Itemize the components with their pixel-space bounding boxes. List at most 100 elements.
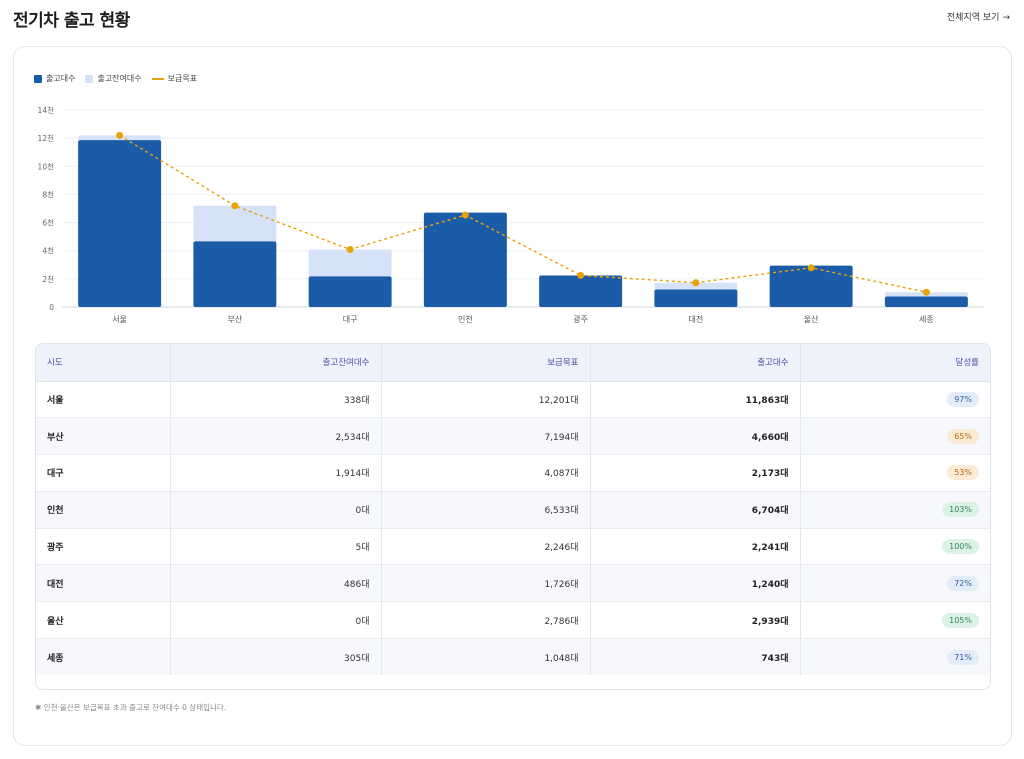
cell-target: 6,533대	[381, 491, 591, 529]
y-tick-label: 6천	[42, 218, 54, 228]
cell-remaining: 486대	[170, 564, 382, 603]
cell-shipped: 2,939대	[590, 601, 801, 640]
cell-shipped: 743대	[590, 638, 801, 676]
cell-rate: 100%	[800, 528, 990, 566]
region-table-container: 시도 출고잔여대수 보급목표 출고대수 달성률 서울 338대 12,201대 11,…	[35, 343, 991, 690]
y-tick-label: 0	[49, 303, 54, 312]
table-row[interactable]: 부산 2,534대 7,194대 4,660대 65%	[36, 417, 990, 456]
cell-rate: 71%	[800, 639, 990, 676]
bar-shipped	[78, 140, 162, 307]
y-tick-label: 12천	[38, 133, 55, 143]
legend-label-shipped: 출고대수	[46, 74, 76, 83]
target-point	[692, 279, 700, 287]
page-title: 전기차 출고 현황	[13, 11, 130, 31]
column-header-rate[interactable]: 달성률	[800, 344, 990, 382]
target-point	[116, 131, 124, 139]
y-tick-label: 14천	[38, 105, 55, 115]
table-row[interactable]: 울산 0대 2,786대 2,939대 105%	[36, 601, 990, 640]
cell-region: 서울	[36, 381, 171, 419]
cell-region: 인천	[36, 491, 171, 529]
target-line	[119, 134, 927, 293]
legend-item-target[interactable]: 보급목표	[151, 73, 197, 84]
bar-shipped	[423, 212, 507, 307]
x-tick-label: 서울	[112, 315, 127, 324]
rate-badge: 72%	[947, 575, 979, 591]
x-tick-label: 부산	[228, 314, 243, 324]
bar-shipped	[654, 289, 738, 307]
rate-badge: 103%	[942, 502, 979, 518]
bar-shipped	[769, 265, 853, 307]
rate-badge: 105%	[942, 612, 979, 628]
legend-swatch-remaining	[85, 74, 94, 83]
cell-target: 2,786대	[381, 601, 591, 640]
table-row[interactable]: 광주 5대 2,246대 2,241대 100%	[36, 528, 990, 566]
cell-region: 부산	[36, 417, 171, 456]
cell-target: 1,726대	[381, 564, 591, 603]
cell-region: 대구	[36, 454, 171, 492]
target-point	[577, 271, 585, 279]
x-tick-label: 대전	[689, 314, 704, 324]
target-point	[231, 202, 239, 210]
x-tick-label: 광주	[573, 314, 588, 324]
rate-badge: 53%	[947, 465, 979, 481]
cell-remaining: 305대	[170, 638, 382, 676]
rate-badge: 100%	[942, 539, 979, 555]
legend-item-remaining[interactable]: 출고잔여대수	[85, 73, 142, 84]
cell-remaining: 338대	[170, 381, 382, 419]
cell-target: 2,246대	[381, 528, 591, 566]
cell-region: 울산	[36, 601, 171, 640]
cell-remaining: 2,534대	[170, 417, 382, 456]
y-tick-label: 10천	[38, 161, 55, 171]
cell-rate: 103%	[800, 491, 990, 529]
cell-shipped: 2,241대	[590, 528, 801, 566]
cell-shipped: 6,704대	[590, 491, 801, 529]
rate-badge: 97%	[947, 391, 979, 407]
legend-item-shipped[interactable]: 출고대수	[34, 73, 75, 84]
x-tick-label: 세종	[919, 315, 934, 324]
table-row[interactable]: 서울 338대 12,201대 11,863대 97%	[36, 381, 990, 419]
cell-target: 12,201대	[381, 381, 591, 419]
cell-target: 1,048대	[381, 638, 591, 676]
column-header-region[interactable]: 시도	[36, 344, 171, 382]
column-header-remaining[interactable]: 출고잔여대수	[170, 344, 382, 382]
region-table: 시도 출고잔여대수 보급목표 출고대수 달성률 서울 338대 12,201대 11,…	[36, 344, 990, 676]
bar-remaining	[308, 249, 392, 277]
bar-shipped	[193, 241, 277, 307]
x-tick-label: 대구	[343, 315, 358, 324]
target-point	[807, 264, 815, 272]
cell-shipped: 2,173대	[590, 454, 801, 492]
cell-shipped: 11,863대	[590, 381, 801, 419]
table-body: 서울 338대 12,201대 11,863대 97% 부산 2,534대 7,194대 4,6…	[36, 381, 990, 676]
column-header-shipped[interactable]: 출고대수	[590, 344, 801, 382]
table-row[interactable]: 세종 305대 1,048대 743대 71%	[36, 638, 990, 676]
cell-region: 광주	[36, 528, 171, 566]
legend-label-remaining: 출고잔여대수	[97, 74, 142, 83]
table-row[interactable]: 대전 486대 1,726대 1,240대 72%	[36, 564, 990, 603]
cell-region: 대전	[36, 564, 171, 603]
y-tick-label: 2천	[42, 274, 54, 284]
column-header-target[interactable]: 보급목표	[381, 344, 591, 382]
table-row[interactable]: 인천 0대 6,533대 6,704대 103%	[36, 491, 990, 529]
cell-rate: 72%	[800, 564, 990, 603]
cell-rate: 97%	[800, 381, 990, 419]
legend-swatch-target	[151, 77, 164, 80]
bar-shipped	[308, 276, 392, 307]
view-all-regions-link[interactable]: 전체지역 보기 →	[947, 10, 1010, 23]
chart-legend: 출고대수 출고잔여대수 보급목표	[34, 73, 207, 84]
cell-target: 4,087대	[381, 454, 591, 492]
arrow-right-icon: →	[1002, 13, 1010, 23]
target-point	[346, 245, 354, 253]
cell-remaining: 1,914대	[170, 454, 382, 492]
legend-swatch-shipped	[34, 74, 42, 83]
cell-target: 7,194대	[381, 417, 591, 456]
rate-badge: 65%	[947, 428, 979, 444]
target-point	[922, 288, 930, 296]
table-row[interactable]: 대구 1,914대 4,087대 2,173대 53%	[36, 454, 990, 492]
y-tick-label: 8천	[42, 189, 54, 199]
y-tick-label: 4천	[42, 246, 54, 256]
cell-region: 세종	[36, 638, 171, 676]
table-header-row: 시도 출고잔여대수 보급목표 출고대수 달성률	[36, 344, 990, 382]
cell-rate: 105%	[800, 601, 990, 640]
cell-remaining: 0대	[170, 491, 382, 529]
